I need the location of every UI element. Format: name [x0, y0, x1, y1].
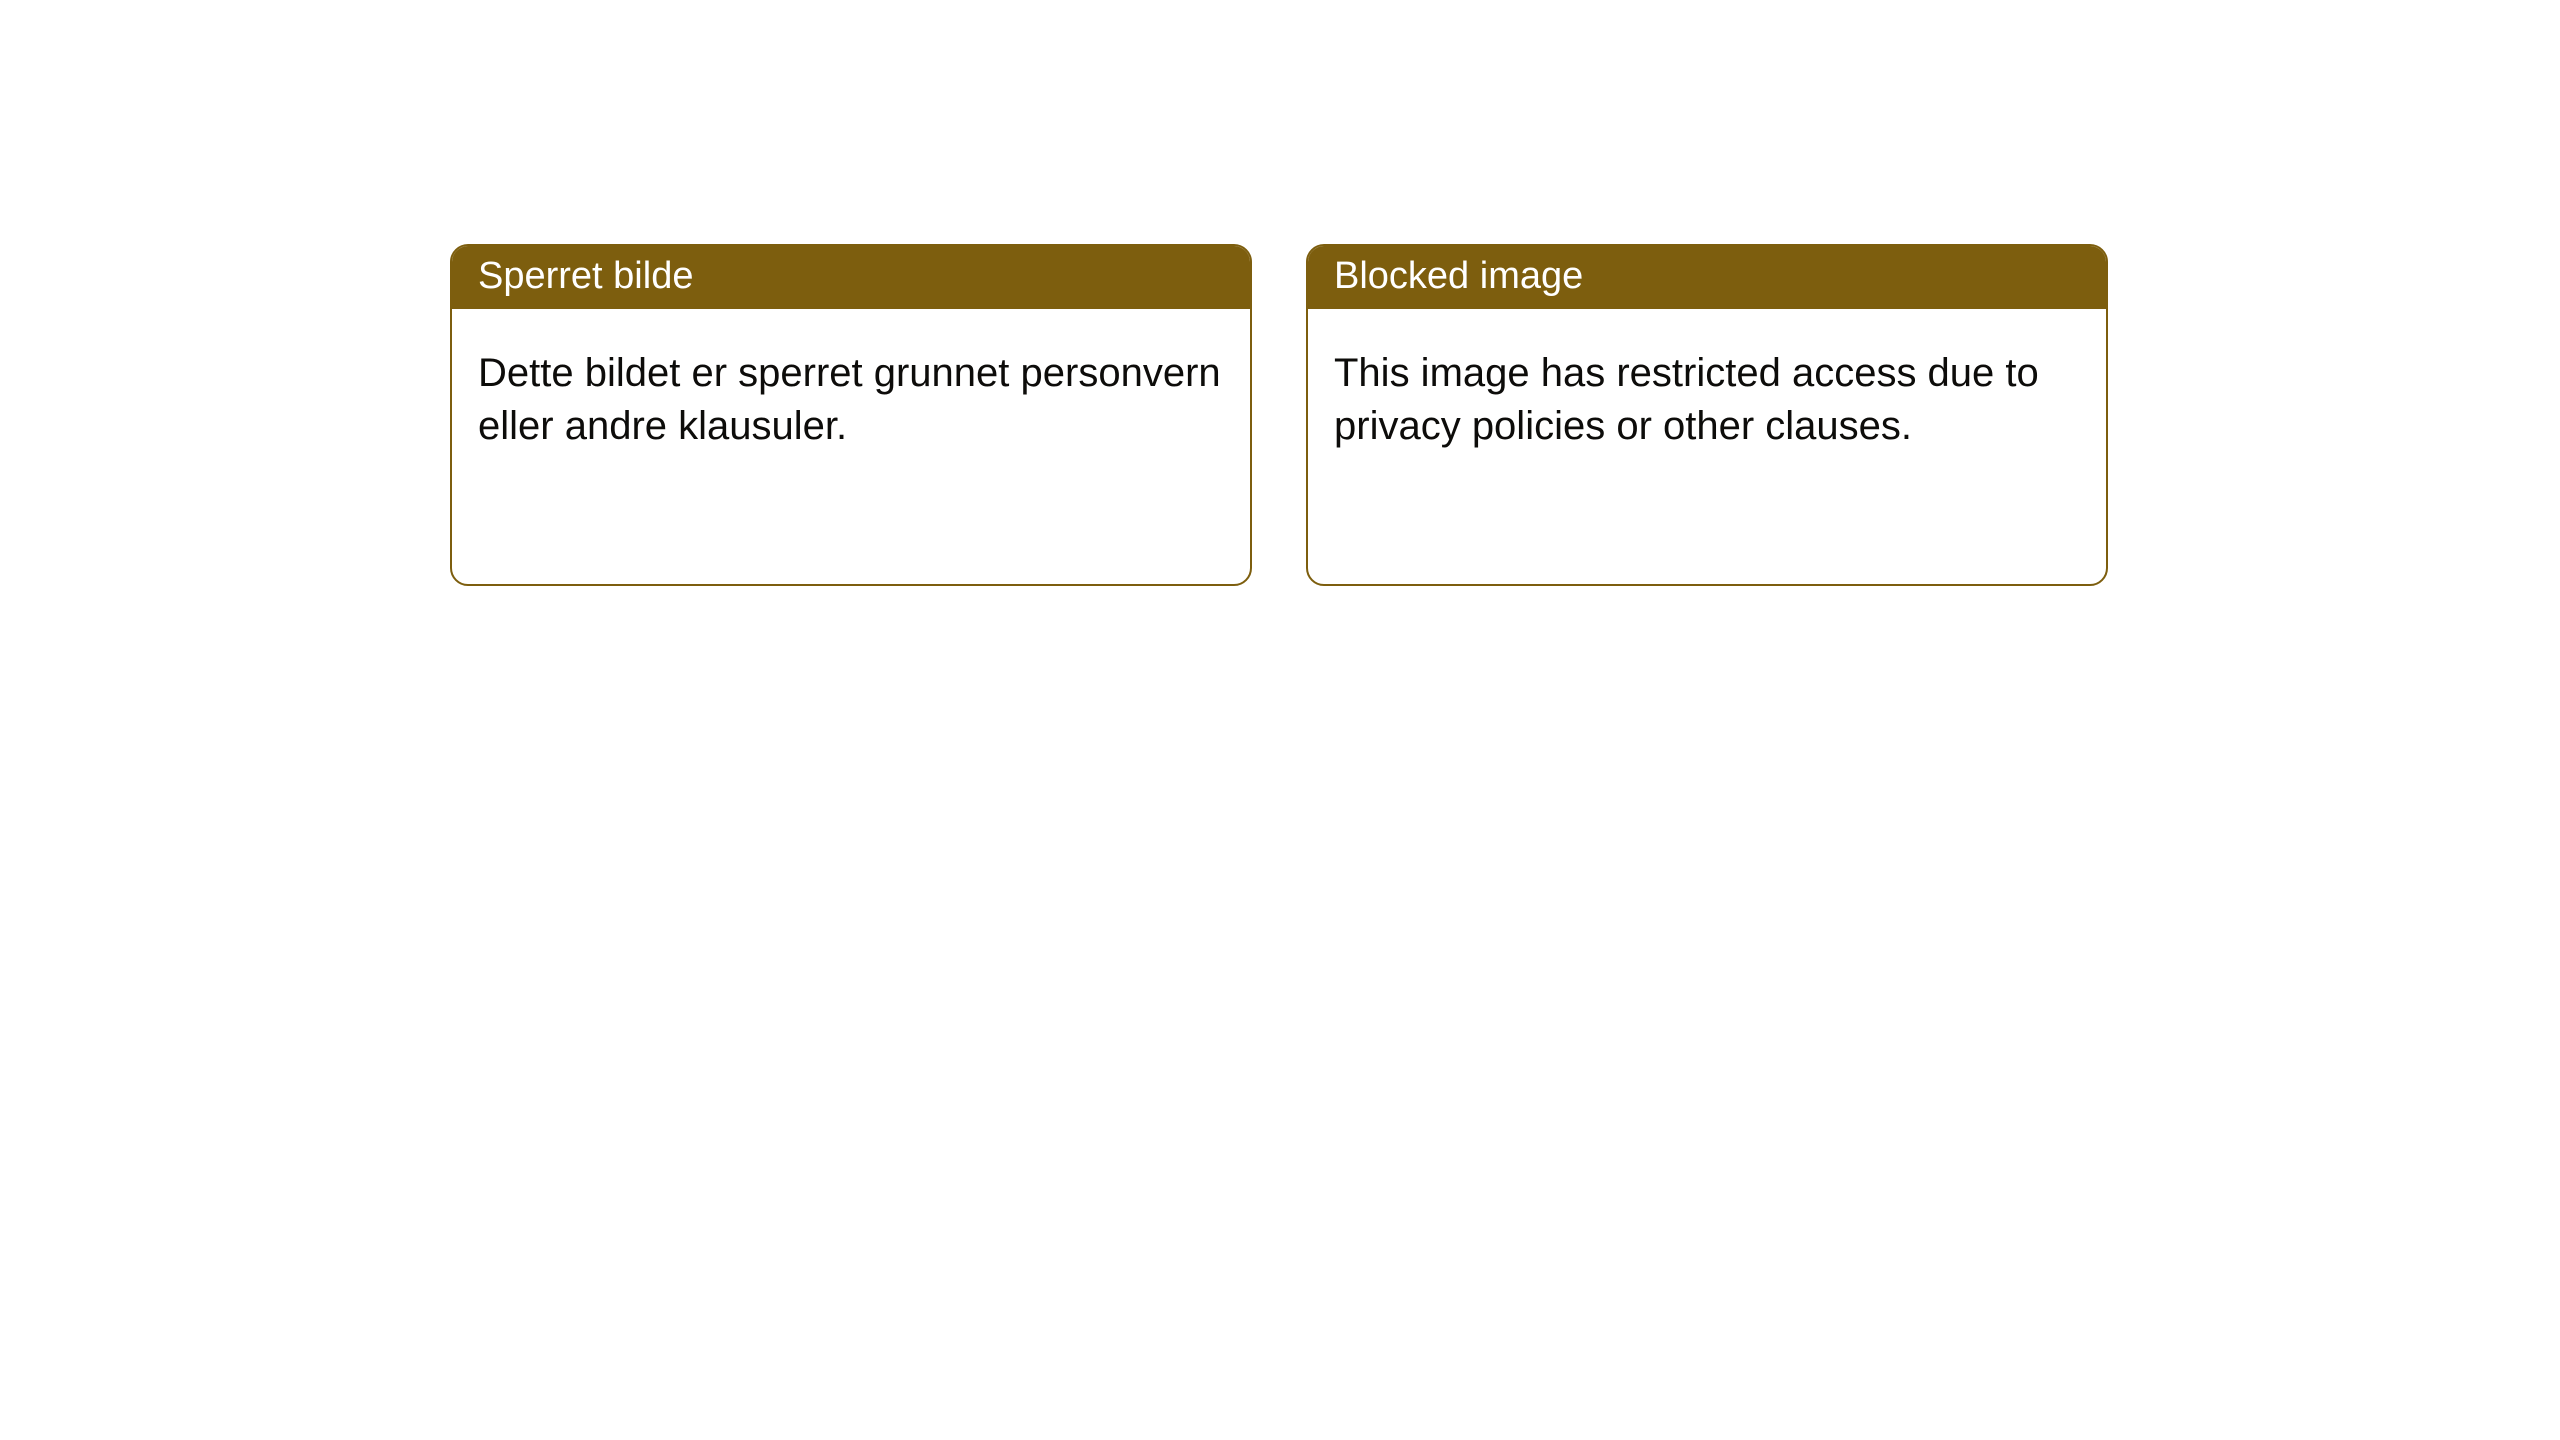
card-header-en: Blocked image [1308, 246, 2106, 309]
notice-container: Sperret bilde Dette bildet er sperret gr… [0, 0, 2560, 586]
card-title: Blocked image [1334, 255, 1583, 297]
card-body-no: Dette bildet er sperret grunnet personve… [452, 309, 1250, 584]
card-body-text: Dette bildet er sperret grunnet personve… [478, 351, 1221, 448]
card-body-text: This image has restricted access due to … [1334, 351, 2039, 448]
card-header-no: Sperret bilde [452, 246, 1250, 309]
notice-card-no: Sperret bilde Dette bildet er sperret gr… [450, 244, 1252, 586]
card-title: Sperret bilde [478, 255, 693, 297]
card-body-en: This image has restricted access due to … [1308, 309, 2106, 584]
notice-card-en: Blocked image This image has restricted … [1306, 244, 2108, 586]
